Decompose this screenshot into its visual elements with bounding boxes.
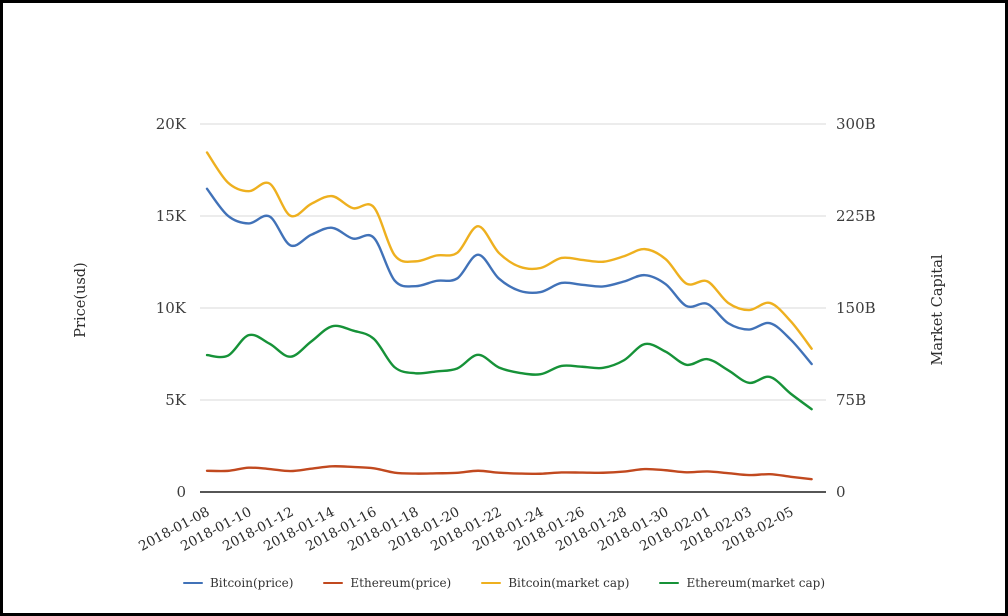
- left-axis-tick-0: 0: [176, 483, 186, 501]
- left-axis-tick-10K: 10K: [155, 299, 186, 317]
- bitcoin-price-swatch-icon: [182, 581, 203, 585]
- legend-item-ethereum-price[interactable]: Ethereum(price): [323, 576, 451, 590]
- legend-label: Ethereum(price): [350, 576, 452, 590]
- ethereum-market-cap-swatch-icon: [659, 581, 680, 585]
- legend-item-bitcoin-price[interactable]: Bitcoin(price): [182, 576, 294, 590]
- legend: Bitcoin(price) Ethereum(price) Bitcoin(mar…: [0, 576, 1008, 590]
- ethereum-market-cap-line: [205, 324, 813, 411]
- legend-label: Bitcoin(market cap): [508, 576, 630, 590]
- legend-item-ethereum-market-cap[interactable]: Ethereum(market cap): [659, 576, 825, 590]
- left-axis-tick-5K: 5K: [165, 391, 186, 409]
- right-axis-tick-75B: 75B: [836, 391, 867, 409]
- bitcoin-market-cap-line: [205, 151, 813, 350]
- right-axis-tick-225B: 225B: [836, 207, 876, 225]
- bitcoin-market-cap-swatch-icon: [481, 581, 502, 585]
- left-axis-tick-15K: 15K: [155, 207, 186, 225]
- legend-label: Ethereum(market cap): [686, 576, 825, 590]
- right-axis-tick-300B: 300B: [836, 115, 876, 133]
- legend-label: Bitcoin(price): [209, 576, 294, 590]
- left-axis-tick-20K: 20K: [155, 115, 186, 133]
- ethereum-price-line: [205, 465, 813, 481]
- legend-item-bitcoin-market-cap[interactable]: Bitcoin(market cap): [481, 576, 629, 590]
- bitcoin-price-line: [205, 187, 813, 366]
- ethereum-price-swatch-icon: [323, 581, 344, 585]
- right-axis-tick-150B: 150B: [836, 299, 876, 317]
- right-axis-tick-0: 0: [836, 483, 846, 501]
